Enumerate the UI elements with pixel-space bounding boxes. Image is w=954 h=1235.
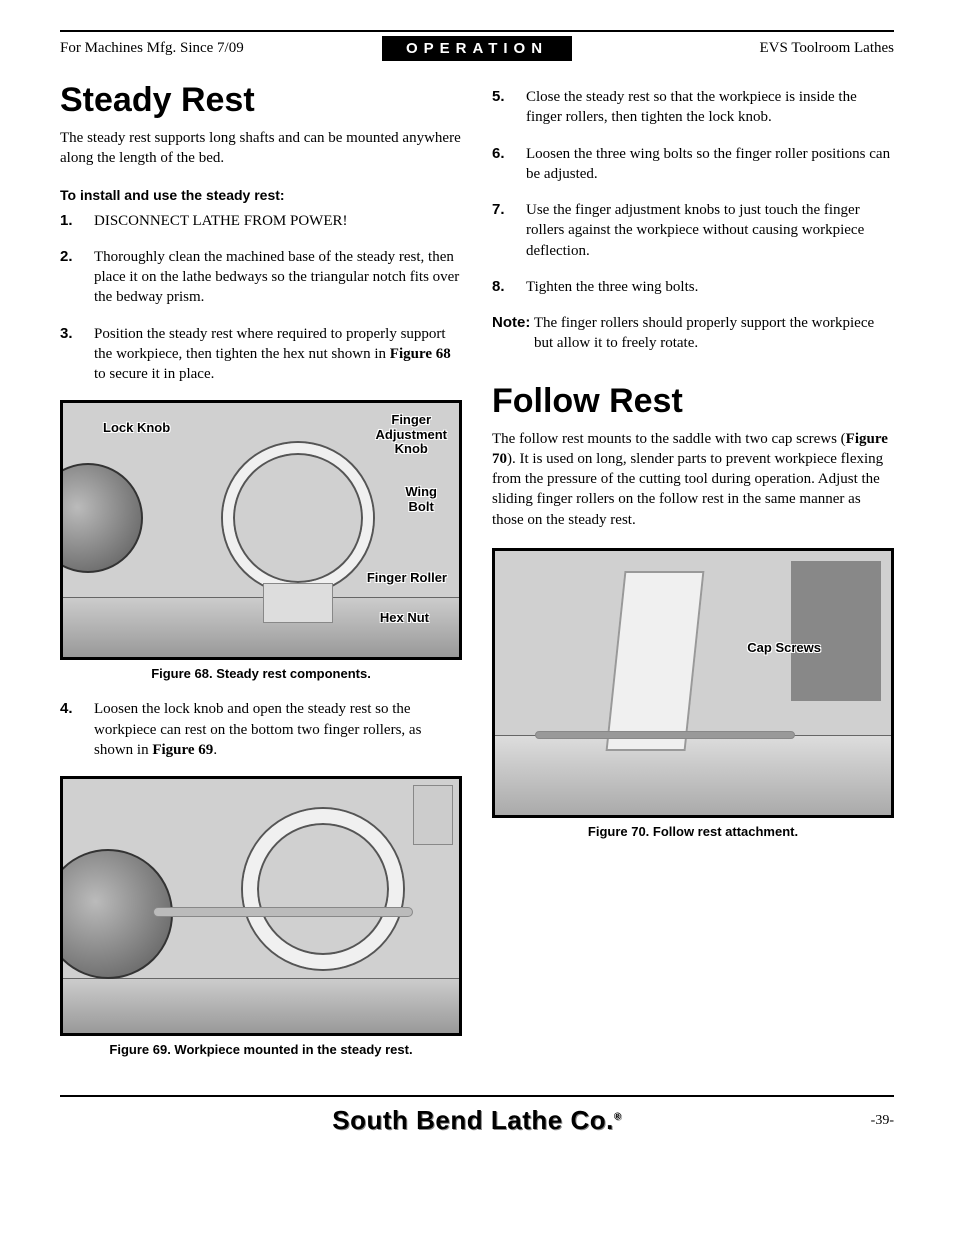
- step-8: 8. Tighten the three wing bolts.: [492, 277, 894, 297]
- footer-brand-text: South Bend Lathe Co.: [332, 1105, 614, 1135]
- header-left: For Machines Mfg. Since 7/09: [60, 40, 382, 57]
- step-number: 4.: [60, 699, 80, 760]
- label-cap-screws: Cap Screws: [747, 641, 821, 655]
- step-text: Use the finger adjustment knobs to just …: [526, 200, 894, 261]
- page-footer: South Bend Lathe Co.® -39-: [60, 1095, 894, 1136]
- registered-icon: ®: [614, 1111, 622, 1122]
- step-text: Loosen the three wing bolts so the finge…: [526, 144, 894, 185]
- steps-left: 1. DISCONNECT LATHE FROM POWER! 2. Thoro…: [60, 211, 462, 385]
- footer-brand: South Bend Lathe Co.®: [332, 1105, 621, 1136]
- step-4: 4. Loosen the lock knob and open the ste…: [60, 699, 462, 760]
- follow-rest-intro: The follow rest mounts to the saddle wit…: [492, 429, 894, 530]
- note-label: Note:: [492, 314, 530, 331]
- step-number: 8.: [492, 277, 512, 297]
- step-text: Close the steady rest so that the workpi…: [526, 87, 894, 128]
- step-1: 1. DISCONNECT LATHE FROM POWER!: [60, 211, 462, 231]
- step-7: 7. Use the finger adjustment knobs to ju…: [492, 200, 894, 261]
- header-section-pill: OPERATION: [382, 36, 572, 61]
- figure-69-caption: Figure 69. Workpiece mounted in the stea…: [60, 1042, 462, 1057]
- left-column: Steady Rest The steady rest supports lon…: [60, 81, 462, 1075]
- section-title-steady-rest: Steady Rest: [60, 81, 462, 120]
- step-4-list: 4. Loosen the lock knob and open the ste…: [60, 699, 462, 760]
- step-number: 6.: [492, 144, 512, 185]
- figure-68-caption: Figure 68. Steady rest components.: [60, 666, 462, 681]
- header-right: EVS Toolroom Lathes: [572, 40, 894, 57]
- label-wing-bolt: WingBolt: [405, 485, 437, 514]
- steady-rest-intro: The steady rest supports long shafts and…: [60, 128, 462, 169]
- steady-rest-subhead: To install and use the steady rest:: [60, 187, 462, 203]
- step-text: Position the steady rest where required …: [94, 324, 462, 385]
- note: Note: The finger rollers should properly…: [492, 313, 894, 354]
- step-number: 7.: [492, 200, 512, 261]
- label-finger-roller: Finger Roller: [367, 571, 447, 585]
- step-text: Tighten the three wing bolts.: [526, 277, 894, 297]
- step-number: 1.: [60, 211, 80, 231]
- page-number: -39-: [871, 1113, 894, 1129]
- step-text: Loosen the lock knob and open the steady…: [94, 699, 462, 760]
- label-hex-nut: Hex Nut: [380, 611, 429, 625]
- figure-69: [60, 776, 462, 1036]
- figure-70: Cap Screws: [492, 548, 894, 818]
- step-text: Thoroughly clean the machined base of th…: [94, 247, 462, 308]
- label-lock-knob: Lock Knob: [103, 421, 170, 435]
- figure-68: Lock Knob FingerAdjustmentKnob WingBolt …: [60, 400, 462, 660]
- step-number: 3.: [60, 324, 80, 385]
- figure-70-caption: Figure 70. Follow rest attachment.: [492, 824, 894, 839]
- right-column: 5. Close the steady rest so that the wor…: [492, 81, 894, 1075]
- step-2: 2. Thoroughly clean the machined base of…: [60, 247, 462, 308]
- step-number: 2.: [60, 247, 80, 308]
- step-number: 5.: [492, 87, 512, 128]
- step-3: 3. Position the steady rest where requir…: [60, 324, 462, 385]
- section-title-follow-rest: Follow Rest: [492, 382, 894, 421]
- content-columns: Steady Rest The steady rest supports lon…: [60, 81, 894, 1075]
- note-body: The finger rollers should properly suppo…: [534, 315, 874, 351]
- steps-right: 5. Close the steady rest so that the wor…: [492, 87, 894, 297]
- step-5: 5. Close the steady rest so that the wor…: [492, 87, 894, 128]
- label-finger-adj: FingerAdjustmentKnob: [376, 413, 448, 456]
- step-6: 6. Loosen the three wing bolts so the fi…: [492, 144, 894, 185]
- page-header: For Machines Mfg. Since 7/09 OPERATION E…: [60, 30, 894, 61]
- step-text: DISCONNECT LATHE FROM POWER!: [94, 211, 462, 231]
